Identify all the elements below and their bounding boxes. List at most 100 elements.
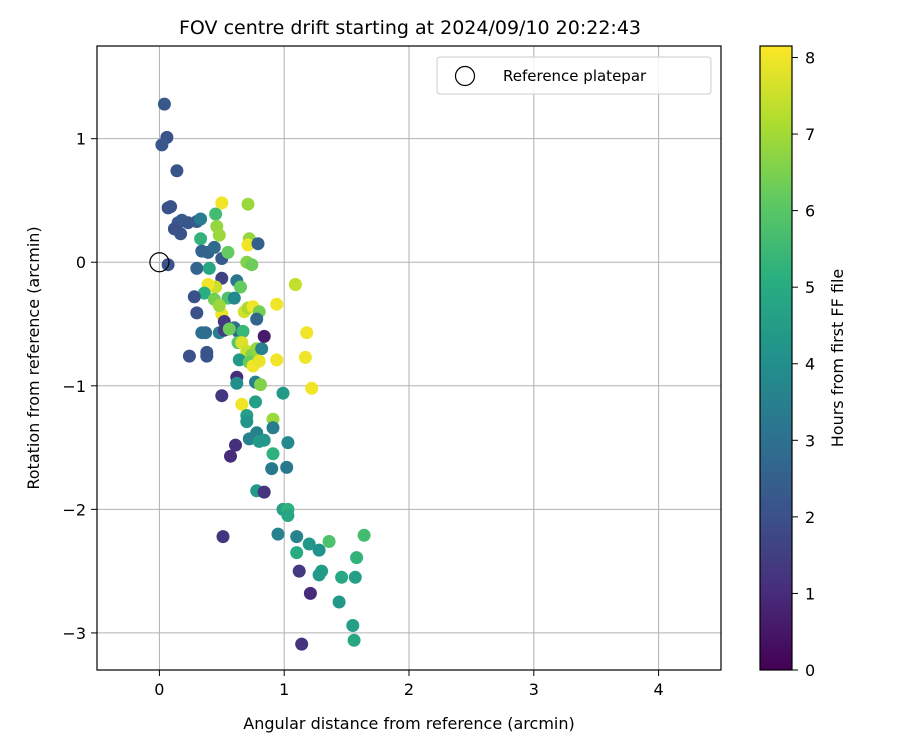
data-point — [257, 485, 271, 499]
colorbar-tick-label: 6 — [805, 202, 815, 221]
data-point — [271, 527, 285, 541]
y-tick-label: 1 — [76, 130, 86, 149]
data-point — [255, 342, 269, 356]
data-point — [190, 306, 204, 320]
data-point — [245, 258, 259, 272]
data-point — [252, 354, 266, 368]
data-point — [281, 436, 295, 450]
data-point — [266, 421, 280, 435]
data-point — [199, 326, 213, 340]
data-point — [357, 528, 371, 542]
colorbar-ticks: 0 1 2 3 4 5 6 7 8 — [792, 48, 815, 680]
y-tick-label: −2 — [62, 500, 86, 519]
legend-marker — [454, 65, 476, 87]
colorbar-tick-label: 3 — [805, 431, 815, 450]
data-point — [300, 326, 314, 340]
data-point — [290, 530, 304, 544]
y-axis-ticks: −3 −2 −1 0 1 — [62, 130, 97, 643]
legend-label: Reference platepar — [503, 67, 647, 85]
data-point — [200, 349, 214, 363]
data-point — [182, 349, 196, 363]
colorbar-tick-label: 4 — [805, 355, 815, 374]
colorbar-tick-label: 0 — [805, 661, 815, 680]
data-point — [224, 449, 237, 463]
data-point — [209, 207, 223, 221]
data-point — [197, 286, 211, 300]
data-point — [240, 415, 254, 429]
data-point — [288, 278, 302, 291]
data-point — [212, 228, 226, 242]
data-point — [215, 389, 229, 403]
data-point — [312, 543, 326, 557]
data-point — [249, 395, 262, 409]
colorbar-tick-label: 7 — [805, 125, 815, 144]
x-axis-ticks: 0 1 2 3 4 — [154, 670, 664, 699]
data-point — [270, 353, 284, 367]
data-point — [241, 238, 255, 252]
y-tick-label: 0 — [76, 253, 86, 272]
y-axis-label: Rotation from reference (arcmin) — [24, 226, 43, 489]
data-point — [346, 619, 360, 632]
data-point — [222, 322, 236, 336]
data-point — [221, 245, 235, 259]
grid-lines — [97, 46, 721, 670]
data-point — [254, 378, 267, 392]
data-point — [227, 291, 241, 305]
data-point — [170, 164, 184, 178]
data-point — [295, 637, 309, 651]
legend: Reference platepar — [436, 56, 712, 95]
colorbar-tick-label: 2 — [805, 508, 815, 527]
data-point — [229, 438, 242, 452]
data-point — [202, 261, 216, 275]
x-axis-label: Angular distance from reference (arcmin) — [243, 714, 574, 733]
data-points — [149, 97, 371, 651]
colorbar: 0 1 2 3 4 5 6 7 8 Hours from first FF file — [759, 45, 847, 680]
x-tick-label: 0 — [154, 680, 164, 699]
data-point — [303, 586, 317, 600]
data-point — [265, 462, 279, 476]
data-point — [194, 232, 208, 246]
data-point — [350, 551, 364, 565]
data-point — [215, 196, 229, 210]
data-point — [292, 564, 306, 578]
data-point — [194, 212, 208, 226]
data-point — [302, 537, 316, 551]
data-point — [212, 299, 226, 312]
y-tick-label: −1 — [62, 377, 86, 396]
colorbar-tick-label: 5 — [805, 278, 815, 297]
data-point — [281, 509, 295, 522]
colorbar-tick-label: 1 — [805, 584, 815, 603]
data-point — [276, 386, 290, 400]
data-point — [257, 433, 271, 447]
data-point — [236, 324, 250, 338]
chart-title: FOV centre drift starting at 2024/09/10 … — [179, 17, 641, 39]
data-point — [280, 460, 294, 474]
x-tick-label: 3 — [529, 680, 539, 699]
data-point — [230, 376, 244, 390]
data-point — [335, 570, 349, 584]
data-point — [216, 530, 230, 544]
x-tick-label: 1 — [279, 680, 289, 699]
data-point — [347, 633, 361, 647]
data-point — [241, 197, 255, 211]
data-point — [348, 570, 362, 584]
data-point — [234, 280, 247, 294]
data-point — [251, 237, 265, 251]
x-tick-label: 2 — [404, 680, 414, 699]
y-tick-label: −3 — [62, 624, 86, 643]
legend-box — [436, 56, 712, 95]
data-point — [270, 297, 284, 311]
data-point — [190, 261, 204, 275]
data-point — [266, 447, 280, 461]
data-point — [298, 350, 312, 364]
data-point — [157, 97, 171, 111]
colorbar-tick-label: 8 — [805, 48, 815, 67]
data-point — [167, 222, 181, 236]
data-point — [332, 595, 346, 609]
colorbar-gradient — [759, 45, 793, 671]
data-point — [257, 329, 271, 343]
data-point — [305, 381, 319, 395]
data-point — [322, 535, 336, 548]
colorbar-label: Hours from first FF file — [828, 269, 847, 448]
